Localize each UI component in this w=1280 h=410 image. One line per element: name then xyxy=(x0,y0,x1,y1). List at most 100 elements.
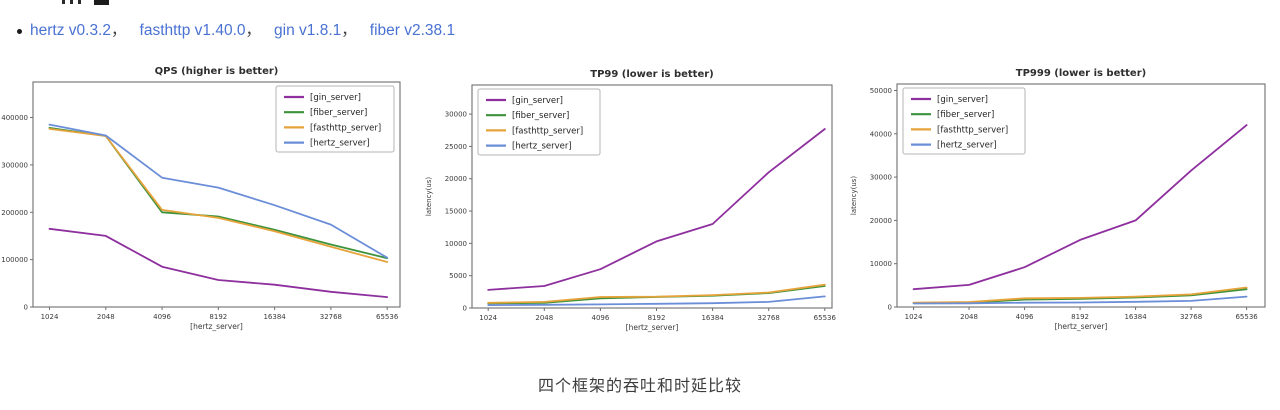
svg-text:[gin_server]: [gin_server] xyxy=(310,93,361,103)
chart-svg: TP99 (lower is better) 0 5000 10000 15000 200… xyxy=(425,69,836,332)
svg-text:2048: 2048 xyxy=(535,314,553,322)
plot-frame xyxy=(32,81,401,308)
legend-item: [fasthttp_server] xyxy=(911,125,1008,135)
dependency-line: hertz v0.3.2， fasthttp v1.40.0， gin v1.8.1… xyxy=(30,20,455,42)
svg-text:200000: 200000 xyxy=(1,209,28,217)
svg-text:32768: 32768 xyxy=(1180,313,1202,321)
svg-text:4096: 4096 xyxy=(1016,313,1034,321)
svg-text:1024: 1024 xyxy=(905,313,923,321)
svg-text:[fasthttp_server]: [fasthttp_server] xyxy=(310,123,381,133)
x-axis: 1024 2048 4096 8192 16384 32768 65536 xyxy=(41,307,399,321)
svg-text:16384: 16384 xyxy=(701,314,724,322)
series-line-hertz_server xyxy=(487,295,826,307)
series-line-fasthttp_server xyxy=(487,283,826,304)
separator: ， xyxy=(245,22,262,39)
legend-item: [hertz_server] xyxy=(284,139,370,149)
svg-text:[hertz_server]: [hertz_server] xyxy=(310,139,370,149)
chart-svg: TP999 (lower is better) 0 10000 20000 30000 4… xyxy=(850,68,1266,331)
clipped-glyph xyxy=(70,0,73,4)
svg-text:[gin_server]: [gin_server] xyxy=(937,95,988,105)
legend-item: [gin_server] xyxy=(486,96,563,106)
figure-caption: 四个框架的吞吐和时延比较 xyxy=(537,376,742,395)
svg-text:[fasthttp_server]: [fasthttp_server] xyxy=(937,125,1008,135)
svg-text:[fiber_server]: [fiber_server] xyxy=(512,111,569,121)
svg-text:[hertz_server]: [hertz_server] xyxy=(512,142,572,152)
y-axis: 0 5000 10000 15000 20000 25000 30000 xyxy=(445,111,472,313)
x-axis-label: [hertz_server] xyxy=(626,323,679,332)
svg-text:4096: 4096 xyxy=(591,314,609,322)
legend-item: [fiber_server] xyxy=(486,111,569,121)
dependency-list: hertz v0.3.2， fasthttp v1.40.0， gin v1.8.1… xyxy=(0,20,1280,42)
svg-text:10000: 10000 xyxy=(445,240,467,248)
separator: ， xyxy=(111,22,127,39)
list-bullet-icon xyxy=(17,29,22,34)
series-line-gin_server xyxy=(487,128,826,291)
svg-text:1024: 1024 xyxy=(479,314,497,322)
svg-text:[hertz_server]: [hertz_server] xyxy=(937,141,997,151)
svg-text:2048: 2048 xyxy=(97,313,115,321)
svg-text:[fiber_server]: [fiber_server] xyxy=(937,110,994,120)
y-axis: 0 100000 200000 300000 400000 xyxy=(1,114,33,312)
svg-text:40000: 40000 xyxy=(870,130,892,138)
svg-text:16384: 16384 xyxy=(1124,313,1147,321)
svg-text:8192: 8192 xyxy=(648,314,666,322)
svg-text:[gin_server]: [gin_server] xyxy=(512,96,563,106)
x-axis: 1024 2048 4096 8192 16384 32768 65536 xyxy=(479,308,836,322)
svg-text:15000: 15000 xyxy=(445,208,467,216)
series-line-hertz_server xyxy=(912,295,1248,305)
y-axis: 0 10000 20000 30000 40000 50000 xyxy=(870,87,897,312)
svg-text:65536: 65536 xyxy=(376,313,399,321)
clipped-glyph xyxy=(94,0,109,5)
legend-item: [fiber_server] xyxy=(284,108,367,118)
svg-text:4096: 4096 xyxy=(153,313,171,321)
svg-text:8192: 8192 xyxy=(209,313,227,321)
y-axis-label: latency(us) xyxy=(425,177,433,217)
chart-qps: QPS (higher is better) 0 100000 200000 30000… xyxy=(0,58,417,350)
legend-item: [hertz_server] xyxy=(911,141,997,151)
svg-text:50000: 50000 xyxy=(870,87,892,95)
svg-text:0: 0 xyxy=(888,304,892,312)
svg-text:25000: 25000 xyxy=(445,143,467,151)
link-fiber-version[interactable]: fiber v2.38.1 xyxy=(369,22,456,39)
x-axis: 1024 2048 4096 8192 16384 32768 65536 xyxy=(905,307,1258,321)
svg-text:20000: 20000 xyxy=(445,175,467,183)
svg-text:400000: 400000 xyxy=(1,114,28,122)
link-hertz-version[interactable]: hertz v0.3.2 xyxy=(30,22,111,39)
legend-item: [gin_server] xyxy=(284,93,361,103)
svg-text:8192: 8192 xyxy=(1071,313,1089,321)
link-gin-version[interactable]: gin v1.8.1 xyxy=(274,22,342,39)
svg-text:300000: 300000 xyxy=(1,161,28,169)
x-axis-label: [hertz_server] xyxy=(190,322,243,331)
svg-text:65536: 65536 xyxy=(1235,313,1258,321)
svg-text:[fiber_server]: [fiber_server] xyxy=(310,108,367,118)
y-axis-label: latency(us) xyxy=(850,176,858,216)
legend: [gin_server] [fiber_server] [fasthttp_serv… xyxy=(275,85,395,153)
series-line-gin_server xyxy=(48,227,389,299)
chart-tp999: TP999 (lower is better) 0 10000 20000 30000 4… xyxy=(845,58,1275,350)
x-axis-label: [hertz_server] xyxy=(1055,322,1108,331)
svg-text:2048: 2048 xyxy=(960,313,978,321)
plot-frame xyxy=(471,84,833,309)
svg-text:20000: 20000 xyxy=(870,217,892,225)
chart-title: TP999 (lower is better) xyxy=(1016,68,1146,79)
legend-item: [hertz_server] xyxy=(486,142,572,152)
svg-text:1024: 1024 xyxy=(41,313,59,321)
series-line-gin_server xyxy=(912,124,1248,291)
chart-title: TP99 (lower is better) xyxy=(590,69,714,80)
svg-text:16384: 16384 xyxy=(263,313,286,321)
svg-text:0: 0 xyxy=(24,304,28,312)
svg-text:[fasthttp_server]: [fasthttp_server] xyxy=(512,126,583,136)
chart-tp99: TP99 (lower is better) 0 5000 10000 15000 200… xyxy=(420,58,850,350)
svg-text:0: 0 xyxy=(463,305,467,313)
series-line-hertz_server xyxy=(48,123,389,259)
separator: ， xyxy=(341,22,357,39)
svg-text:30000: 30000 xyxy=(870,174,892,182)
legend-item: [fasthttp_server] xyxy=(486,126,583,136)
svg-text:32768: 32768 xyxy=(758,314,780,322)
legend-item: [fiber_server] xyxy=(911,110,994,120)
link-fasthttp-version[interactable]: fasthttp v1.40.0 xyxy=(139,22,246,39)
svg-text:10000: 10000 xyxy=(870,260,892,268)
legend: [gin_server] [fiber_server] [fasthttp_serv… xyxy=(902,87,1026,155)
plot-frame xyxy=(896,83,1266,308)
